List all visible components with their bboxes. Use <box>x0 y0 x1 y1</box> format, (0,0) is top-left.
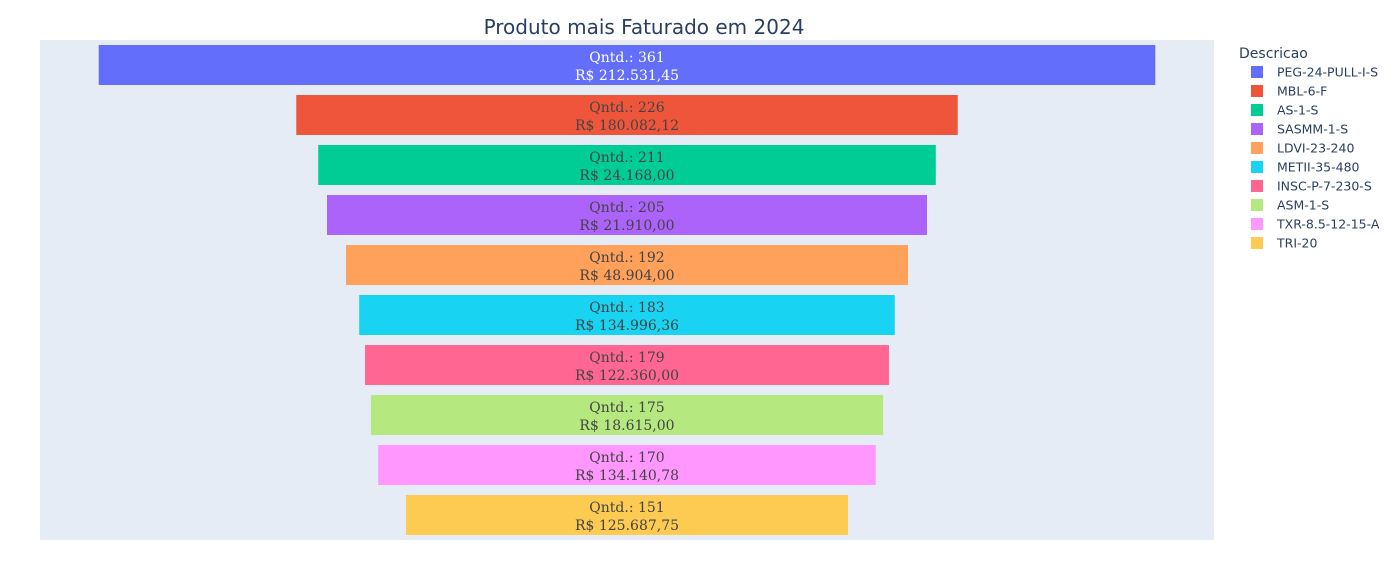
funnel-bar-txr-8-5-12-15-a[interactable]: Qntd.: 170 R$ 134.140,78 <box>378 445 876 485</box>
legend-label: TXR-8.5-12-15-A <box>1276 217 1380 232</box>
funnel-bar-as-1-s[interactable]: Qntd.: 211 R$ 24.168,00 <box>318 145 936 185</box>
legend-label: ASM-1-S <box>1277 198 1329 213</box>
legend-swatch <box>1251 218 1263 230</box>
bar-quantity-label: Qntd.: 151 <box>589 500 664 516</box>
legend-swatch <box>1251 237 1263 249</box>
funnel-bar-mbl-6-f[interactable]: Qntd.: 226 R$ 180.082,12 <box>296 95 958 135</box>
bar-quantity-label: Qntd.: 361 <box>589 50 664 66</box>
bar-revenue-label: R$ 125.687,75 <box>575 518 679 534</box>
legend-label: PEG-24-PULL-I-S <box>1277 65 1378 80</box>
legend-swatch <box>1251 104 1263 116</box>
bar-revenue-label: R$ 134.140,78 <box>575 468 679 484</box>
legend-title: Descricao <box>1239 46 1308 62</box>
legend-item[interactable]: AS-1-S <box>1251 103 1318 118</box>
bar-quantity-label: Qntd.: 170 <box>589 450 664 466</box>
legend-swatch <box>1251 199 1263 211</box>
bar-revenue-label: R$ 48.904,00 <box>579 268 674 284</box>
legend-item[interactable]: PEG-24-PULL-I-S <box>1251 65 1378 80</box>
funnel-bar-rect[interactable] <box>365 345 889 385</box>
legend-swatch <box>1251 180 1263 192</box>
bar-quantity-label: Qntd.: 175 <box>589 400 664 416</box>
legend-label: LDVI-23-240 <box>1277 141 1354 156</box>
bar-quantity-label: Qntd.: 211 <box>589 150 664 166</box>
funnel-bar-metii-35-480[interactable]: Qntd.: 183 R$ 134.996,36 <box>359 295 895 335</box>
bar-revenue-label: R$ 21.910,00 <box>579 218 674 234</box>
legend-label: AS-1-S <box>1277 103 1318 118</box>
funnel-bar-rect[interactable] <box>318 145 936 185</box>
bar-quantity-label: Qntd.: 192 <box>589 250 664 266</box>
legend-swatch <box>1251 66 1263 78</box>
funnel-bar-rect[interactable] <box>98 45 1156 85</box>
legend-item[interactable]: ASM-1-S <box>1251 198 1329 213</box>
legend-label: SASMM-1-S <box>1277 122 1348 137</box>
funnel-bar-rect[interactable] <box>359 295 895 335</box>
legend-label: INSC-P-7-230-S <box>1277 179 1372 194</box>
bar-revenue-label: R$ 134.996,36 <box>575 318 679 334</box>
funnel-bar-sasmm-1-s[interactable]: Qntd.: 205 R$ 21.910,00 <box>326 195 928 235</box>
funnel-bar-rect[interactable] <box>378 445 876 485</box>
bar-quantity-label: Qntd.: 226 <box>589 100 665 116</box>
funnel-bar-insc-p-7-230-s[interactable]: Qntd.: 179 R$ 122.360,00 <box>365 345 889 385</box>
legend-item[interactable]: LDVI-23-240 <box>1251 141 1354 156</box>
legend-swatch <box>1251 142 1263 154</box>
legend-label: MBL-6-F <box>1277 84 1327 99</box>
chart-title: Produto mais Faturado em 2024 <box>484 15 805 39</box>
legend-swatch <box>1251 161 1263 173</box>
funnel-bar-ldvi-23-240[interactable]: Qntd.: 192 R$ 48.904,00 <box>346 245 908 285</box>
bar-quantity-label: Qntd.: 179 <box>589 350 664 366</box>
legend-swatch <box>1251 85 1263 97</box>
funnel-bar-rect[interactable] <box>296 95 958 135</box>
bar-revenue-label: R$ 24.168,00 <box>579 168 674 184</box>
funnel-bar-rect[interactable] <box>346 245 908 285</box>
bar-revenue-label: R$ 212.531,45 <box>575 68 679 84</box>
bar-quantity-label: Qntd.: 205 <box>589 200 664 216</box>
funnel-bar-peg-24-pull-i-s[interactable]: Qntd.: 361 R$ 212.531,45 <box>98 45 1156 85</box>
bar-quantity-label: Qntd.: 183 <box>589 300 664 316</box>
legend: Descricao PEG-24-PULL-I-S MBL-6-F AS-1-S SA… <box>1239 46 1380 251</box>
funnel-bar-asm-1-s[interactable]: Qntd.: 175 R$ 18.615,00 <box>370 395 884 435</box>
funnel-bar-rect[interactable] <box>406 495 848 535</box>
legend-item[interactable]: MBL-6-F <box>1251 84 1327 99</box>
legend-item[interactable]: SASMM-1-S <box>1251 122 1348 137</box>
bar-revenue-label: R$ 122.360,00 <box>575 368 679 384</box>
legend-item[interactable]: TRI-20 <box>1251 236 1317 251</box>
legend-item[interactable]: METII-35-480 <box>1251 160 1360 175</box>
legend-item[interactable]: INSC-P-7-230-S <box>1251 179 1372 194</box>
legend-swatch <box>1251 123 1263 135</box>
funnel-bar-tri-20[interactable]: Qntd.: 151 R$ 125.687,75 <box>406 495 848 535</box>
legend-label: TRI-20 <box>1276 236 1317 251</box>
legend-label: METII-35-480 <box>1277 160 1360 175</box>
bar-revenue-label: R$ 180.082,12 <box>575 118 679 134</box>
bar-revenue-label: R$ 18.615,00 <box>579 418 674 434</box>
funnel-bar-rect[interactable] <box>326 195 928 235</box>
legend-item[interactable]: TXR-8.5-12-15-A <box>1251 217 1380 232</box>
funnel-bar-rect[interactable] <box>370 395 884 435</box>
